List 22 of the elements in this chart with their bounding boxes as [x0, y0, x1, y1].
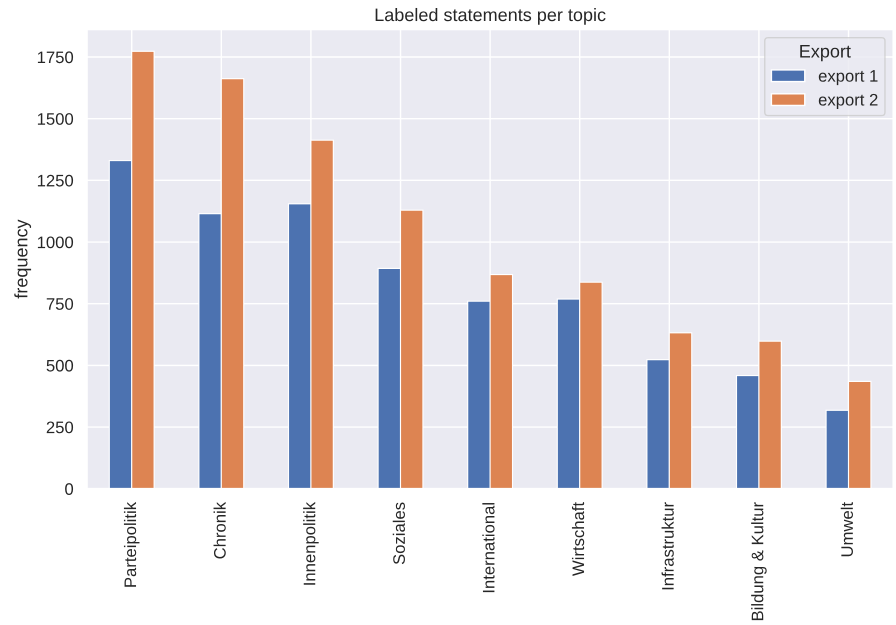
x-tick-label: International — [482, 503, 495, 592]
y-tick-label: 1250 — [38, 174, 74, 187]
x-tick-label: Innenpolitik — [303, 502, 319, 585]
x-tick-label: Umwelt — [840, 502, 853, 556]
y-tick-label: 750 — [46, 298, 74, 310]
x-tick-label: Parteipolitik — [124, 502, 140, 587]
x-tick-label: Soziales — [392, 502, 405, 564]
y-tick-label: 250 — [46, 421, 74, 434]
chart-title: Labeled statements per topic — [376, 8, 606, 25]
y-tick-label: 500 — [46, 360, 74, 372]
y-tick-label: 1000 — [38, 236, 74, 248]
legend-label: export 2 — [818, 94, 878, 109]
y-axis-title: frequency — [14, 219, 32, 298]
x-tick-label: Bildung & Kultur — [751, 502, 767, 620]
legend-label: export 1 — [818, 70, 878, 86]
legend-title: Export — [800, 45, 851, 62]
y-tick-label: 0 — [65, 483, 74, 495]
y-tick-label: 1500 — [38, 113, 74, 125]
x-tick-label: Chronik — [214, 502, 226, 559]
x-tick-label: Wirtschaft — [572, 502, 584, 576]
x-tick-label: Infrastruktur — [662, 502, 674, 590]
y-tick-label: 1750 — [38, 51, 74, 64]
